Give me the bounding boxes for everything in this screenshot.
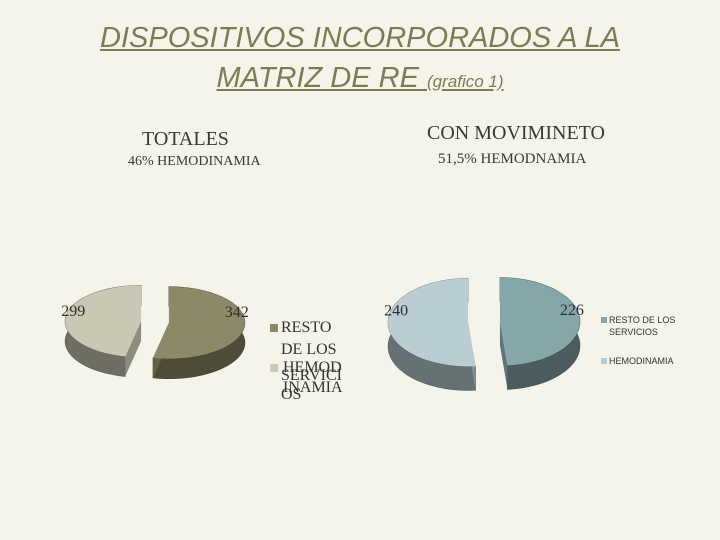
chart1-legend-label-resto-3: SERVICI <box>281 367 342 384</box>
chart2-data-label-1: 226 <box>560 302 584 319</box>
chart2-legend-swatch-hemo <box>601 358 607 364</box>
chart2-legend-swatch-resto <box>601 317 607 323</box>
chart1-legend-label-hemo-2: INAMIA <box>283 379 343 396</box>
chart2-title: CON MOVIMINETO <box>427 122 605 144</box>
chart1-legend-swatch-hemo <box>270 364 278 372</box>
chart1-legend-swatch-resto <box>270 324 278 332</box>
chart2-legend-label-resto-2: SERVICIOS <box>609 327 658 337</box>
chart2-slice-1 <box>499 277 580 366</box>
chart1-slice-1 <box>153 286 245 359</box>
chart1-subtitle: 46% HEMODINAMIA <box>128 154 261 169</box>
chart2-legend-label-resto-1: RESTO DE LOS <box>609 315 676 325</box>
chart1-data-label-2: 299 <box>61 303 85 320</box>
slide-title: DISPOSITIVOS INCORPORADOS A LA MATRIZ DE… <box>0 18 720 102</box>
chart2-legend-label-hemo: HEMODINAMIA <box>609 356 674 366</box>
chart1-slice-wall-2-1 <box>125 321 142 377</box>
chart1-legend-label-hemo-1: HEMOD <box>283 359 342 376</box>
title-line-2-main: MATRIZ DE RE <box>216 62 419 94</box>
chart2-pie: 226 240 <box>384 277 584 391</box>
chart2-slice-2 <box>387 278 476 367</box>
chart2-slice-wall-1-2 <box>499 321 508 390</box>
title-line-1: DISPOSITIVOS INCORPORADOS A LA <box>100 22 620 54</box>
chart1-legend-label-resto-1: RESTO <box>281 319 332 336</box>
chart1-pie: 342 299 <box>61 284 249 379</box>
chart1-slice-2 <box>65 285 142 357</box>
title-line-2: MATRIZ DE RE (grafico 1) <box>0 58 720 102</box>
chart2-data-label-2: 240 <box>384 303 408 320</box>
title-suffix: (grafico 1) <box>427 72 504 91</box>
chart1-data-label-1: 342 <box>225 304 249 321</box>
chart1-legend-label-resto-2: DE LOS <box>281 341 337 358</box>
chart1-legend-label-resto-4: OS <box>281 386 302 403</box>
chart2-subtitle: 51,5% HEMODNAMIA <box>438 151 587 167</box>
chart1-title: TOTALES <box>142 128 229 150</box>
